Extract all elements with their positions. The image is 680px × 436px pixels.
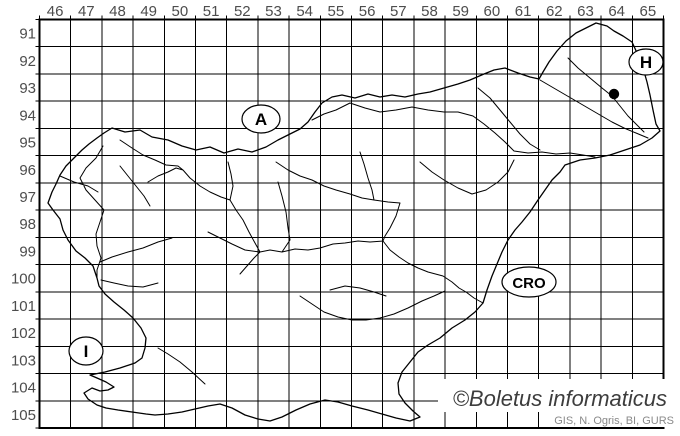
- watermark-text: ©Boletus informaticus: [453, 386, 667, 411]
- record-dot-cell-64-93: [608, 88, 620, 100]
- record-dots: [608, 88, 620, 100]
- row-label: 92: [19, 53, 36, 70]
- row-label: 103: [11, 352, 36, 369]
- country-label-croatia: CRO: [512, 275, 546, 292]
- row-label: 102: [11, 325, 36, 342]
- column-label: 63: [577, 3, 594, 20]
- column-label: 56: [359, 3, 376, 20]
- column-label: 59: [452, 3, 469, 20]
- row-label: 91: [19, 26, 36, 43]
- column-label: 64: [608, 3, 625, 20]
- column-label: 58: [421, 3, 438, 20]
- column-label: 65: [640, 3, 657, 20]
- map-artwork: [47, 22, 661, 422]
- column-label: 53: [265, 3, 282, 20]
- rivers-path: [59, 57, 649, 385]
- row-label: 100: [11, 271, 36, 288]
- grid-frame: [38, 18, 665, 429]
- country-label-hungary: H: [640, 53, 652, 72]
- country-label-austria: A: [255, 110, 267, 129]
- row-label: 104: [11, 380, 36, 397]
- row-label: 95: [19, 135, 36, 152]
- column-label: 52: [234, 3, 251, 20]
- column-label: 55: [328, 3, 345, 20]
- column-label: 51: [203, 3, 220, 20]
- neighbor-country-labels: A H CRO I: [68, 48, 664, 366]
- slovenia-border-path: [47, 22, 661, 422]
- row-label: 97: [19, 189, 36, 206]
- coordinate-grid: [35, 15, 665, 429]
- row-label: 105: [11, 407, 36, 424]
- watermark-background: [438, 379, 680, 412]
- country-ellipse-croatia: [501, 266, 557, 298]
- column-labels: 46 47 48 49 50 51 52 53 54 55 56 57 58 59 60 61 62 63 64 65: [47, 3, 656, 20]
- column-label: 50: [172, 3, 189, 20]
- country-ellipse-hungary: [628, 48, 664, 76]
- row-labels: 91 92 93 94 95 96 97 98 99 100 101 102 103 104 105: [11, 26, 36, 424]
- column-label: 48: [109, 3, 126, 20]
- country-ellipse-austria: [241, 104, 281, 134]
- column-label: 62: [546, 3, 563, 20]
- column-label: 49: [140, 3, 157, 20]
- sources-background: [546, 412, 680, 427]
- column-label: 54: [296, 3, 313, 20]
- row-label: 98: [19, 216, 36, 233]
- row-label: 101: [11, 298, 36, 315]
- row-label: 96: [19, 162, 36, 179]
- sources-text: GIS, N. Ogris, BI, GURS: [554, 415, 674, 427]
- column-label: 60: [484, 3, 501, 20]
- column-label: 57: [390, 3, 407, 20]
- row-label: 93: [19, 80, 36, 97]
- column-label: 46: [47, 3, 64, 20]
- column-label: 47: [78, 3, 95, 20]
- credits: ©Boletus informaticus GIS, N. Ogris, BI,…: [438, 379, 680, 427]
- country-label-italy: I: [84, 342, 89, 361]
- column-label: 61: [515, 3, 532, 20]
- row-label: 94: [19, 107, 36, 124]
- row-label: 99: [19, 243, 36, 260]
- country-ellipse-italy: [68, 336, 104, 366]
